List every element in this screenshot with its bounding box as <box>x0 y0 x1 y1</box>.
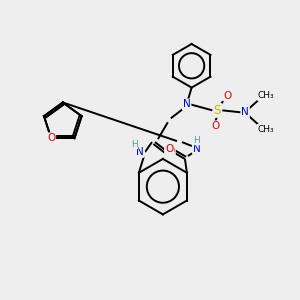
Text: CH₃: CH₃ <box>258 91 274 100</box>
Text: O: O <box>47 133 55 143</box>
Text: CH₃: CH₃ <box>258 125 274 134</box>
Text: N: N <box>183 99 190 110</box>
Text: H: H <box>131 140 137 148</box>
Text: S: S <box>214 104 221 117</box>
Text: H: H <box>194 136 200 145</box>
Text: O: O <box>167 146 175 156</box>
Text: N: N <box>136 147 144 157</box>
Text: O: O <box>223 91 231 100</box>
Text: O: O <box>165 144 173 154</box>
Text: O: O <box>211 121 220 131</box>
Text: N: N <box>241 107 249 117</box>
Text: N: N <box>193 144 201 154</box>
